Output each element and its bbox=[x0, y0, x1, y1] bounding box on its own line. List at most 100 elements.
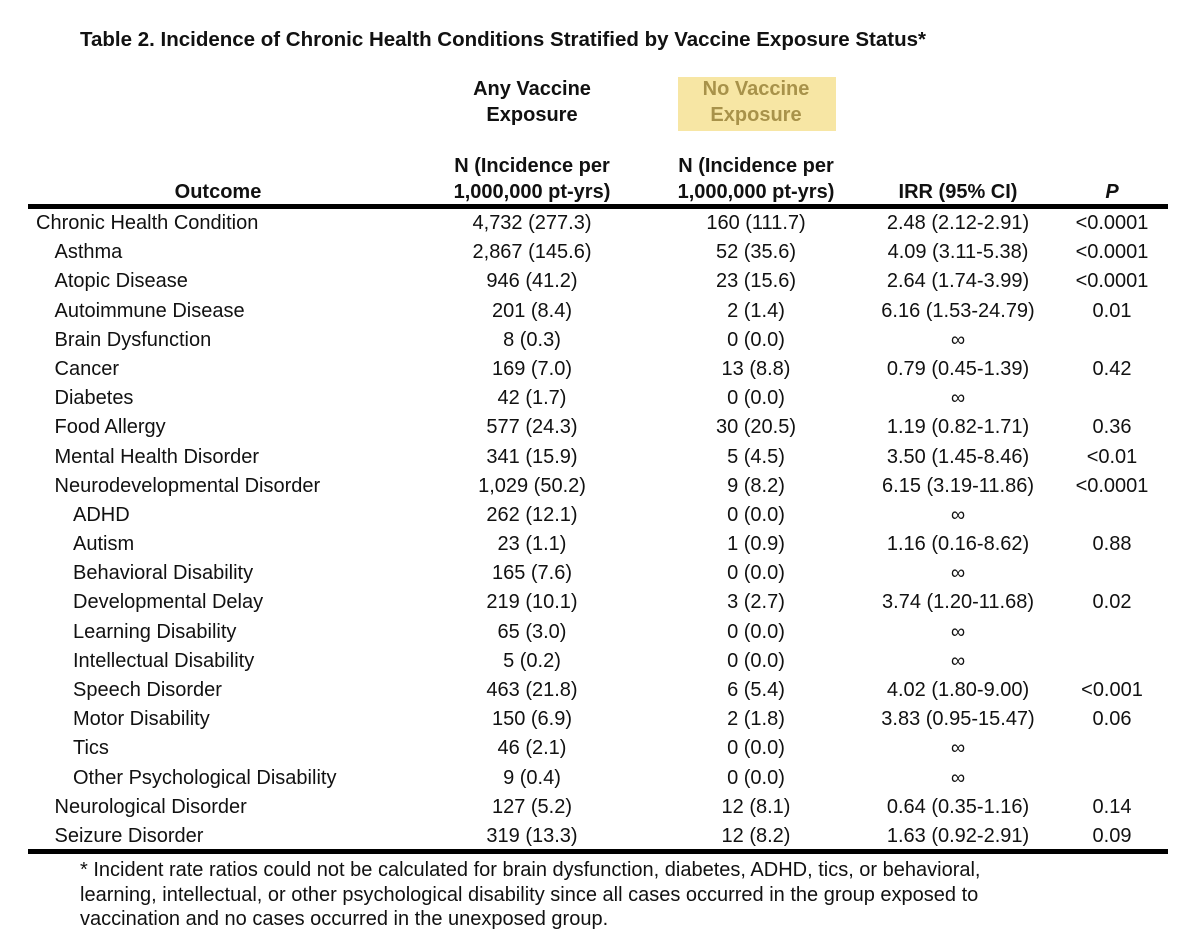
cell: 6.15 (3.19-11.86) bbox=[882, 474, 1034, 497]
row-label: Atopic Disease bbox=[54, 270, 188, 293]
cell: 0.42 bbox=[1092, 357, 1132, 380]
row-label: Cancer bbox=[54, 357, 119, 380]
row-label: Neurodevelopmental Disorder bbox=[54, 474, 321, 497]
cell: 5 (0.2) bbox=[503, 649, 561, 672]
cell: 319 (13.3) bbox=[486, 824, 578, 847]
cell: 0 (0.0) bbox=[727, 737, 785, 760]
row-label: Autoimmune Disease bbox=[54, 299, 245, 322]
row-label: Brain Dysfunction bbox=[54, 328, 212, 351]
cell: 13 (8.8) bbox=[721, 357, 791, 380]
cell: 0.79 (0.45-1.39) bbox=[886, 357, 1030, 380]
bottom-rule bbox=[28, 849, 1168, 854]
cell: 2 (1.8) bbox=[727, 708, 785, 731]
cell: 4,732 (277.3) bbox=[472, 212, 592, 234]
cell: 46 (2.1) bbox=[497, 737, 567, 760]
cell: 6.16 (1.53-24.79) bbox=[881, 299, 1035, 322]
cell: 5 (4.5) bbox=[727, 445, 785, 468]
row-label: Speech Disorder bbox=[73, 679, 222, 702]
cell: 0.06 bbox=[1092, 708, 1132, 731]
cell: 1.63 (0.92-2.91) bbox=[886, 824, 1030, 847]
cell: 0 (0.0) bbox=[727, 503, 785, 526]
cell: 12 (8.1) bbox=[721, 795, 791, 818]
cell: 23 (15.6) bbox=[715, 270, 797, 293]
row-label: Other Psychological Disability bbox=[73, 766, 337, 789]
footnote: vaccination and no cases occurred in the… bbox=[80, 908, 609, 930]
footnote: * Incident rate ratios could not be calc… bbox=[80, 859, 981, 881]
cell: 8 (0.3) bbox=[503, 328, 561, 351]
row-label: Developmental Delay bbox=[73, 591, 264, 614]
cell: 0.88 bbox=[1092, 533, 1132, 556]
cell: <0.0001 bbox=[1075, 474, 1149, 497]
row-label: Neurological Disorder bbox=[54, 795, 247, 818]
column-header: 1,000,000 pt-yrs) bbox=[677, 181, 835, 203]
row-label: Mental Health Disorder bbox=[54, 445, 260, 468]
row-label: Intellectual Disability bbox=[73, 649, 255, 672]
highlight bbox=[678, 77, 836, 131]
cell: 0 (0.0) bbox=[727, 620, 785, 643]
cell: 65 (3.0) bbox=[497, 620, 567, 643]
group-header: No Vaccine bbox=[702, 78, 810, 100]
cell: ∞ bbox=[950, 737, 966, 760]
cell: 0 (0.0) bbox=[727, 328, 785, 351]
row-label: Tics bbox=[73, 737, 109, 760]
cell: 3.50 (1.45-8.46) bbox=[886, 445, 1030, 468]
row-label: Seizure Disorder bbox=[54, 824, 204, 847]
cell: 165 (7.6) bbox=[491, 562, 573, 585]
cell: 12 (8.2) bbox=[721, 824, 791, 847]
cell: 201 (8.4) bbox=[491, 299, 573, 322]
column-header: Outcome bbox=[174, 181, 262, 203]
cell: 169 (7.0) bbox=[491, 357, 573, 380]
cell: ∞ bbox=[950, 620, 966, 643]
cell: 42 (1.7) bbox=[497, 387, 567, 410]
cell: 0.02 bbox=[1092, 591, 1132, 614]
cell: 6 (5.4) bbox=[727, 679, 785, 702]
cell: 3.74 (1.20-11.68) bbox=[882, 591, 1034, 614]
cell: ∞ bbox=[950, 387, 966, 410]
cell: 9 (8.2) bbox=[727, 474, 785, 497]
footnote: learning, intellectual, or other psychol… bbox=[80, 883, 979, 906]
row-label: Chronic Health Condition bbox=[36, 212, 259, 234]
cell: 262 (12.1) bbox=[486, 503, 578, 526]
cell: ∞ bbox=[950, 562, 966, 585]
cell: 160 (111.7) bbox=[706, 212, 806, 234]
cell: 0 (0.0) bbox=[727, 562, 785, 585]
cell: 30 (20.5) bbox=[715, 416, 797, 439]
cell: ∞ bbox=[950, 328, 966, 351]
cell: 2.64 (1.74-3.99) bbox=[886, 270, 1030, 293]
cell: 23 (1.1) bbox=[497, 533, 567, 556]
cell: 577 (24.3) bbox=[486, 416, 578, 439]
row-label: Autism bbox=[73, 533, 135, 556]
cell: 0.09 bbox=[1092, 824, 1132, 847]
column-header: IRR (95% CI) bbox=[898, 181, 1018, 203]
cell: 2 (1.4) bbox=[727, 299, 785, 322]
top-rule bbox=[28, 204, 1168, 209]
cell: ∞ bbox=[950, 649, 966, 672]
cell: 9 (0.4) bbox=[503, 766, 561, 789]
cell: 1.16 (0.16-8.62) bbox=[886, 533, 1030, 556]
cell: 1,029 (50.2) bbox=[478, 474, 586, 497]
cell: 127 (5.2) bbox=[491, 795, 573, 818]
cell: 0.36 bbox=[1092, 416, 1132, 439]
column-header: 1,000,000 pt-yrs) bbox=[453, 181, 611, 203]
row-label: ADHD bbox=[73, 503, 130, 526]
cell: 3.83 (0.95-15.47) bbox=[881, 708, 1035, 731]
cell: 2,867 (145.6) bbox=[472, 241, 592, 264]
cell: 4.02 (1.80-9.00) bbox=[886, 679, 1030, 702]
cell: 0 (0.0) bbox=[727, 766, 785, 789]
row-label: Motor Disability bbox=[73, 708, 210, 731]
cell: 1 (0.9) bbox=[727, 533, 785, 556]
cell: 341 (15.9) bbox=[486, 445, 578, 468]
cell: 2.48 (2.12-2.91) bbox=[886, 212, 1030, 234]
cell: <0.0001 bbox=[1075, 270, 1149, 293]
cell: 0 (0.0) bbox=[727, 649, 785, 672]
group-header: Exposure bbox=[710, 104, 802, 126]
cell: <0.01 bbox=[1086, 445, 1138, 468]
cell: 0 (0.0) bbox=[727, 387, 785, 410]
group-header: Any Vaccine bbox=[473, 78, 591, 100]
cell: 946 (41.2) bbox=[486, 270, 578, 293]
cell: ∞ bbox=[950, 503, 966, 526]
cell: 0.14 bbox=[1092, 795, 1132, 818]
cell: 4.09 (3.11-5.38) bbox=[887, 241, 1029, 264]
row-label: Diabetes bbox=[54, 387, 134, 410]
cell: 219 (10.1) bbox=[486, 591, 578, 614]
